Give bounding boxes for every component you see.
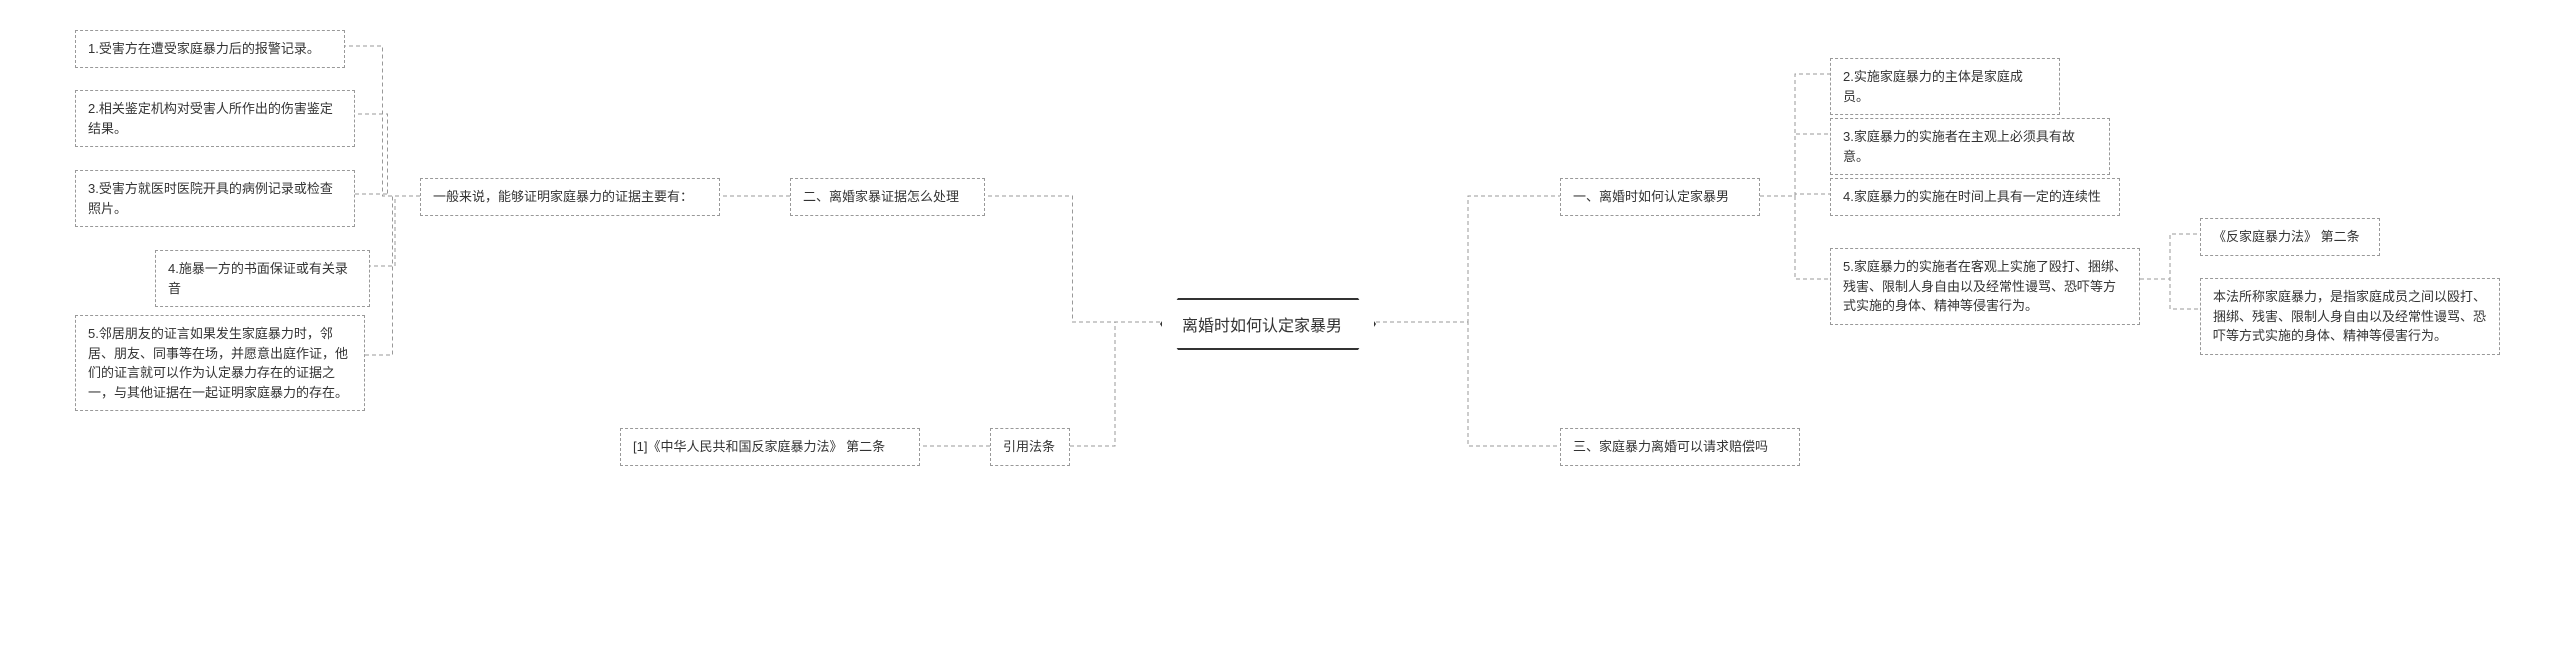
node-right: 本法所称家庭暴力，是指家庭成员之间以殴打、捆绑、残害、限制人身自由以及经常性谩骂…: [2200, 278, 2500, 355]
node-right: 3.家庭暴力的实施者在主观上必须具有故意。: [1830, 118, 2110, 175]
node-right: 一、离婚时如何认定家暴男: [1560, 178, 1760, 216]
node-left: 引用法条: [990, 428, 1070, 466]
root-node: 离婚时如何认定家暴男: [1160, 298, 1376, 350]
node-left: 二、离婚家暴证据怎么处理: [790, 178, 985, 216]
node-left: 4.施暴一方的书面保证或有关录音: [155, 250, 370, 307]
node-right: 2.实施家庭暴力的主体是家庭成员。: [1830, 58, 2060, 115]
node-left: 5.邻居朋友的证言如果发生家庭暴力时，邻居、朋友、同事等在场，并愿意出庭作证，他…: [75, 315, 365, 411]
node-left: 3.受害方就医时医院开具的病例记录或检查照片。: [75, 170, 355, 227]
node-left: [1]《中华人民共和国反家庭暴力法》 第二条: [620, 428, 920, 466]
node-right: 4.家庭暴力的实施在时间上具有一定的连续性: [1830, 178, 2120, 216]
node-left: 一般来说，能够证明家庭暴力的证据主要有：: [420, 178, 720, 216]
node-left: 1.受害方在遭受家庭暴力后的报警记录。: [75, 30, 345, 68]
node-right: 5.家庭暴力的实施者在客观上实施了殴打、捆绑、残害、限制人身自由以及经常性谩骂、…: [1830, 248, 2140, 325]
node-right: 《反家庭暴力法》 第二条: [2200, 218, 2380, 256]
node-left: 2.相关鉴定机构对受害人所作出的伤害鉴定结果。: [75, 90, 355, 147]
node-right: 三、家庭暴力离婚可以请求赔偿吗: [1560, 428, 1800, 466]
